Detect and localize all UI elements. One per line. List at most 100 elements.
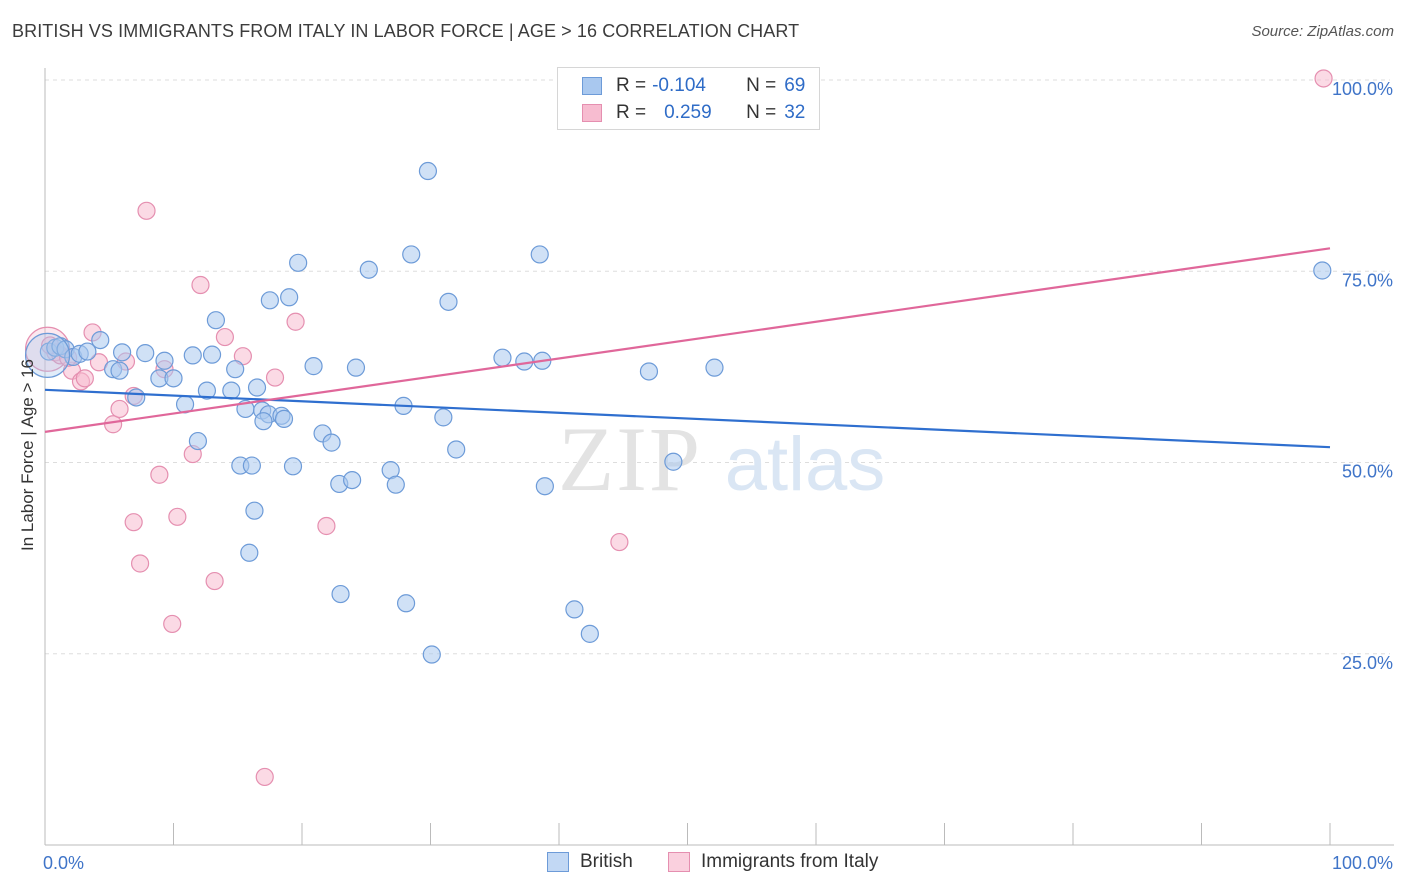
british-point [304,357,323,376]
italy-point [255,767,274,787]
british-point [565,600,584,619]
y-axis-label: In Labor Force | Age > 16 [18,358,37,552]
correlation-legend: R = -0.104 N = 69 R = 0.259 N = 32 [557,67,820,130]
italy-point [215,327,234,347]
british-point [639,362,659,381]
series-swatch-british [547,852,569,872]
british-point [260,291,279,310]
british-point [136,344,155,363]
british-point [346,358,366,377]
italy-point [317,516,336,536]
british-point [188,431,208,451]
british-point [222,381,241,400]
british-point [127,388,146,407]
british-point [183,346,202,365]
british-point [280,288,299,307]
legend-r-value: -0.104 [652,75,706,96]
series-legend-british[interactable]: British [547,851,633,873]
italy-point [137,201,156,220]
british-point [274,409,294,428]
british-point [164,369,183,388]
legend-row-british: R = -0.104 N = 69 [582,74,805,98]
series-british [24,161,1332,664]
british-point [1313,261,1332,280]
british-point [396,594,416,613]
british-trend-line [44,388,1331,449]
italy-point [168,507,187,526]
british-point [535,477,554,496]
british-point [447,440,466,459]
british-point [226,360,245,379]
italy-point [286,312,305,331]
british-point [705,358,724,377]
x-tick-label: 100.0% [1332,853,1393,873]
british-point [402,245,421,264]
watermark: ZIP atlas [558,408,885,510]
italy-point [110,399,129,419]
british-point [240,543,259,562]
legend-n-label: N = [746,102,777,123]
y-tick-label: 75.0% [1342,270,1393,290]
italy-point [163,614,182,634]
italy-point [265,368,285,387]
british-point [434,408,453,427]
british-point [197,381,217,400]
series-legend: British Immigrants from Italy [0,851,1406,877]
series-immigrants-from-italy [24,69,1333,787]
series-legend-label: British [580,851,633,872]
italy-point [610,532,629,552]
british-point [386,475,405,494]
british-point [418,161,438,181]
chart-title: BRITISH VS IMMIGRANTS FROM ITALY IN LABO… [12,21,800,41]
british-point [530,245,549,264]
legend-n-value: 69 [784,75,806,96]
y-tick-label: 25.0% [1342,653,1393,673]
y-tick-label: 50.0% [1342,462,1393,482]
british-point [331,584,350,604]
british-point [254,412,273,431]
british-point [580,624,599,643]
y-tick-label: 100.0% [1332,79,1393,99]
british-point [112,343,132,362]
x-tick-label: 0.0% [43,853,84,873]
series-legend-italy[interactable]: Immigrants from Italy [668,851,878,873]
british-point [206,311,226,330]
british-point [24,332,71,378]
italy-point [150,465,169,484]
italy-point [104,415,123,434]
british-point [202,345,222,364]
chart-source: Source: ZipAtlas.com [1251,23,1394,40]
axes [44,68,1394,846]
series-legend-label: Immigrants from Italy [701,851,879,872]
trend-lines [44,247,1331,449]
italy-point [205,571,224,591]
legend-n-label: N = [746,75,777,96]
british-point [242,456,261,475]
italy-point [191,275,210,295]
legend-swatch-british [582,77,602,95]
british-point [91,331,110,350]
british-point [247,378,267,397]
british-point [283,457,303,476]
italy-point [124,513,143,532]
watermark-atlas: atlas [725,422,886,507]
british-point [245,501,264,520]
british-point [439,292,458,311]
legend-swatch-italy [582,104,602,122]
british-point [343,470,362,490]
british-point [664,452,683,471]
british-point [155,351,174,370]
italy-trend-line [44,247,1331,433]
british-point [422,645,441,664]
legend-row-italy: R = 0.259 N = 32 [582,101,805,125]
legend-r-value: 0.259 [664,102,712,123]
legend-n-value: 32 [784,102,806,123]
british-point [359,260,378,279]
british-point [493,348,512,367]
series-swatch-italy [668,852,690,872]
british-point [110,361,129,380]
british-point [322,433,341,452]
italy-point [75,369,94,388]
tick-labels: 25.0% 50.0% 75.0% 100.0% 0.0% 100.0% [43,79,1393,873]
